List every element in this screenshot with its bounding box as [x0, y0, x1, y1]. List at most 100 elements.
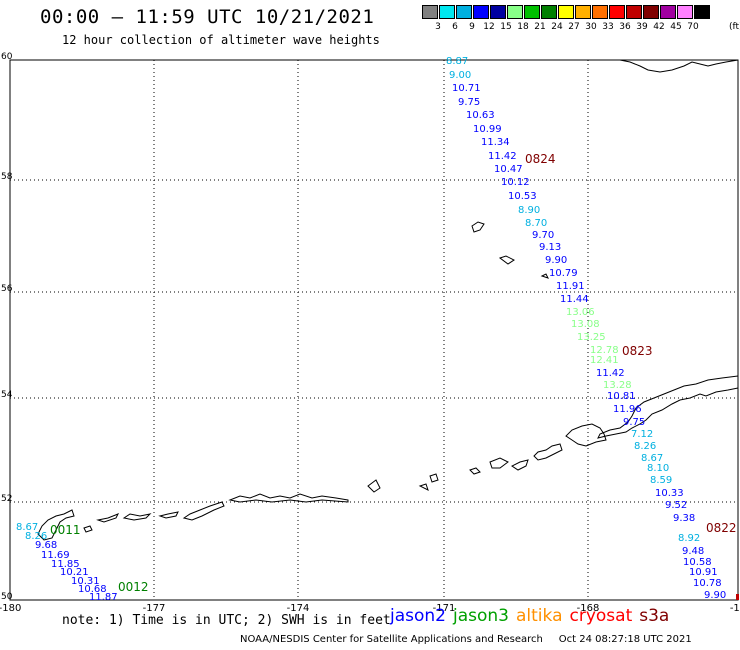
island	[429, 473, 439, 483]
legend-level: 9	[469, 22, 475, 32]
swh-value: 11.96	[613, 404, 642, 415]
island	[367, 479, 381, 493]
swh-value: 10.31	[71, 576, 100, 587]
satellite-legend: jason2 jason3 altika cryosat s3a	[390, 606, 676, 626]
footnote: note: 1) Time is in UTC; 2) SWH is in fe…	[62, 613, 391, 628]
lon-label: -177	[143, 603, 166, 614]
swh-value: 10.99	[473, 124, 502, 135]
credit-timestamp: Oct 24 08:27:18 UTC 2021	[558, 634, 692, 645]
legend-swatch	[626, 5, 642, 19]
alaska-peninsula	[597, 375, 739, 439]
swh-value: 8.10	[647, 463, 669, 474]
swh-value: 9.38	[673, 513, 695, 524]
legend-level: 18	[517, 22, 529, 32]
legend-level: 15	[500, 22, 512, 32]
legend-level: 36	[619, 22, 631, 32]
alaska-mainland-north	[619, 59, 739, 73]
lat-label: 58	[1, 172, 13, 182]
swh-value: 11.42	[596, 368, 625, 379]
swh-value: 8.90	[518, 205, 540, 216]
legend-swatch	[558, 5, 574, 19]
legend-swatch	[422, 5, 438, 19]
island	[122, 513, 152, 521]
swh-value: 8.26	[634, 441, 656, 452]
island	[182, 501, 225, 521]
swh-value: 7.12	[631, 429, 653, 440]
legend-level: 24	[551, 22, 563, 32]
swh-value: 13.28	[603, 380, 632, 391]
map-frame	[9, 59, 739, 601]
lat-label: 50	[1, 592, 13, 602]
legend-level: 12	[483, 22, 495, 32]
swh-value: 10.53	[508, 191, 537, 202]
legend-level: 70	[687, 22, 699, 32]
swh-value: 9.13	[539, 242, 561, 253]
satellite-jason3: jason3	[453, 606, 509, 626]
legend-level: 3	[435, 22, 441, 32]
swh-value: 10.47	[494, 164, 523, 175]
swh-value: 9.75	[623, 417, 645, 428]
swh-value: 10.63	[466, 110, 495, 121]
swh-value: 11.91	[556, 281, 585, 292]
pass-time: 0012	[118, 580, 149, 594]
legend-unit: (ft)	[729, 22, 740, 32]
legend-level: 30	[585, 22, 597, 32]
swh-value: 10.12	[501, 177, 530, 188]
edge-marker	[736, 594, 739, 600]
swh-value: 12.41	[590, 355, 619, 366]
legend-swatch	[541, 5, 557, 19]
island	[158, 511, 179, 519]
legend-swatch	[609, 5, 625, 19]
swh-value: 10.81	[607, 391, 636, 402]
coastlines	[37, 59, 739, 541]
swh-value: 11.87	[89, 592, 118, 603]
legend-swatch	[643, 5, 659, 19]
swh-value: 12.78	[590, 345, 619, 356]
legend-swatch	[507, 5, 523, 19]
legend-swatch	[490, 5, 506, 19]
swh-value: 13.08	[571, 319, 600, 330]
legend-level: 33	[602, 22, 614, 32]
swh-value: 13.25	[577, 332, 606, 343]
legend-swatch	[456, 5, 472, 19]
pass-time: 0824	[525, 152, 556, 166]
chart-subtitle: 12 hour collection of altimeter wave hei…	[62, 33, 380, 47]
swh-value: 10.78	[693, 578, 722, 589]
pass-time: 0823	[622, 344, 653, 358]
lat-label: 54	[1, 390, 13, 400]
swh-value: 8.26	[25, 531, 47, 542]
swh-value: 9.68	[35, 540, 57, 551]
satellite-cryosat: cryosat	[569, 606, 633, 626]
aleutian-islands	[228, 493, 349, 503]
near-islands	[37, 509, 75, 541]
credit-source: NOAA/NESDIS Center for Satellite Applica…	[240, 634, 543, 645]
island	[83, 525, 93, 533]
swh-value: 11.42	[488, 151, 517, 162]
pribilof-island	[540, 273, 549, 279]
legend-swatch	[439, 5, 455, 19]
legend-swatch	[473, 5, 489, 19]
swh-value: 8.67	[16, 522, 38, 533]
legend-swatch	[677, 5, 693, 19]
satellite-altika: altika	[516, 606, 563, 626]
swh-value: 11.34	[481, 137, 510, 148]
st-matthew-island	[471, 221, 485, 233]
lon-label: -174	[287, 603, 310, 614]
swh-value: 9.70	[532, 230, 554, 241]
axis-labels: 60 58 56 54 52 50-180 -177 -174 -171 -168 -16	[0, 52, 740, 614]
swh-value: 10.33	[655, 488, 684, 499]
swh-value: 10.91	[689, 567, 718, 578]
legend-level: 27	[568, 22, 580, 32]
legend-swatch	[592, 5, 608, 19]
legend-level: 39	[636, 22, 648, 32]
swh-value: 9.90	[704, 590, 726, 601]
swh-value: 9.75	[458, 97, 480, 108]
legend-swatch	[575, 5, 591, 19]
legend-swatch	[694, 5, 710, 19]
lat-label: 56	[1, 284, 13, 294]
swh-value: 10.71	[452, 83, 481, 94]
lat-label: 60	[1, 52, 13, 62]
lat-label: 52	[1, 494, 12, 504]
island	[489, 457, 509, 469]
